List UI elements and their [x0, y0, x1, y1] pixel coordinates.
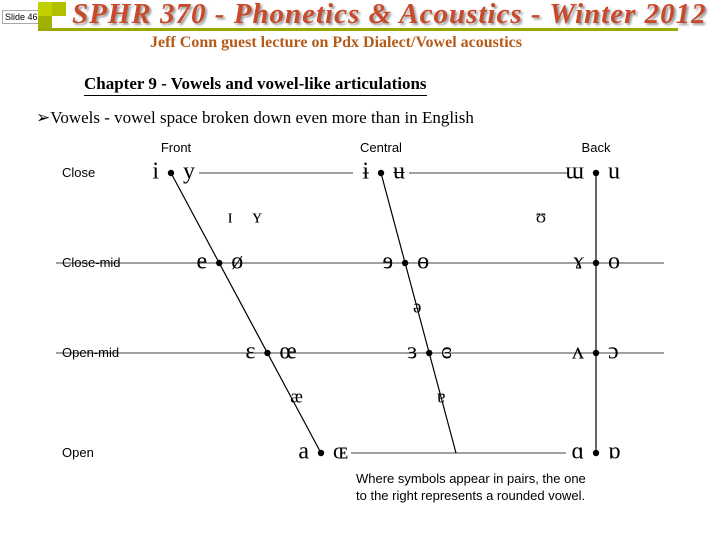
- corner-accent: [38, 0, 66, 28]
- vowel-chart: Front Central Back Close Close-mid Open-mid Op…: [56, 138, 664, 520]
- svg-text:ɑ: ɑ: [571, 439, 584, 465]
- svg-text:o: o: [608, 249, 620, 275]
- svg-text:ʏ: ʏ: [252, 206, 262, 227]
- svg-text:y: y: [183, 159, 195, 185]
- svg-text:ɨ: ɨ: [362, 159, 369, 185]
- svg-text:Close-mid: Close-mid: [62, 255, 121, 270]
- svg-text:ɞ: ɞ: [441, 339, 452, 365]
- svg-text:æ: æ: [290, 386, 303, 407]
- svg-text:ʉ: ʉ: [393, 159, 405, 185]
- page-subtitle: Jeff Conn guest lecture on Pdx Dialect/V…: [150, 34, 522, 52]
- svg-text:ɜ: ɜ: [407, 339, 417, 365]
- svg-text:to the right represents a roun: to the right represents a rounded vowel.: [356, 488, 585, 503]
- svg-text:ə: ə: [413, 296, 421, 317]
- svg-text:ʌ: ʌ: [572, 339, 584, 365]
- svg-text:ɔ: ɔ: [608, 339, 619, 365]
- svg-text:Central: Central: [360, 140, 402, 155]
- svg-text:ø: ø: [231, 249, 243, 275]
- svg-text:Open: Open: [62, 445, 94, 460]
- slide-number: Slide 46: [2, 10, 41, 24]
- svg-text:ɘ: ɘ: [382, 249, 393, 275]
- svg-text:Back: Back: [582, 140, 611, 155]
- svg-text:ʊ: ʊ: [536, 206, 546, 227]
- svg-text:ɵ: ɵ: [417, 249, 429, 275]
- svg-text:œ: œ: [279, 339, 296, 365]
- chapter-heading: Chapter 9 - Vowels and vowel-like articu…: [84, 74, 427, 96]
- svg-text:Front: Front: [161, 140, 192, 155]
- svg-text:ɤ: ɤ: [573, 249, 584, 275]
- svg-text:ɒ: ɒ: [608, 439, 621, 465]
- svg-text:ɛ: ɛ: [245, 339, 255, 365]
- svg-text:a: a: [298, 439, 309, 465]
- page-title: SPHR 370 - Phonetics & Acoustics - Winte…: [72, 0, 707, 31]
- svg-text:u: u: [608, 159, 620, 185]
- svg-text:ɪ: ɪ: [227, 206, 232, 227]
- svg-text:i: i: [152, 159, 159, 185]
- svg-text:Close: Close: [62, 165, 95, 180]
- bullet-arrow-icon: ➢: [36, 108, 50, 127]
- bullet-text: Vowels - vowel space broken down even mo…: [50, 108, 474, 127]
- bullet-line: ➢Vowels - vowel space broken down even m…: [36, 108, 474, 128]
- svg-text:e: e: [197, 249, 208, 275]
- svg-text:Where symbols appear in pairs,: Where symbols appear in pairs, the one: [356, 471, 586, 486]
- svg-text:ɯ: ɯ: [565, 159, 584, 185]
- svg-text:ɶ: ɶ: [333, 439, 348, 465]
- svg-text:Open-mid: Open-mid: [62, 345, 119, 360]
- svg-text:ɐ: ɐ: [437, 386, 445, 407]
